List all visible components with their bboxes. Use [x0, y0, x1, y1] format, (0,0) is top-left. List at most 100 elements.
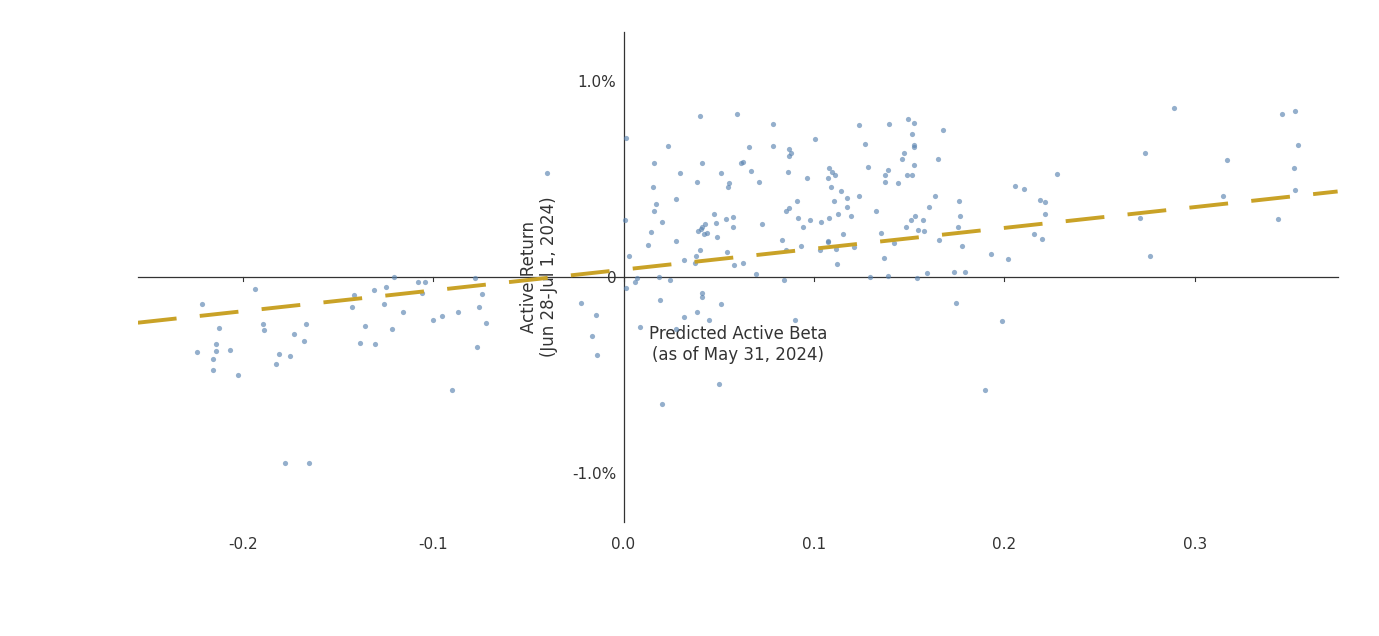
Point — [1134, 148, 1156, 158]
Point — [902, 170, 924, 180]
Point — [874, 170, 896, 180]
Point — [244, 284, 266, 294]
Point — [204, 346, 226, 356]
Point — [292, 335, 314, 345]
Point — [912, 215, 934, 225]
Point — [945, 298, 967, 308]
Point — [804, 134, 826, 144]
Point — [738, 142, 760, 152]
Point — [745, 269, 767, 279]
Point — [375, 282, 397, 292]
Point — [637, 240, 659, 251]
Point — [219, 345, 241, 355]
Point — [781, 148, 803, 158]
Point — [684, 258, 706, 268]
X-axis label: Predicted Active Beta
(as of May 31, 2024): Predicted Active Beta (as of May 31, 202… — [648, 325, 827, 364]
Point — [854, 139, 876, 149]
Point — [877, 165, 899, 175]
Point — [415, 277, 437, 287]
Point — [465, 273, 487, 283]
Point — [717, 182, 739, 192]
Point — [570, 298, 592, 308]
Point — [818, 174, 840, 184]
Point — [792, 222, 814, 232]
Point — [778, 203, 800, 213]
Point — [298, 458, 320, 468]
Point — [949, 211, 971, 221]
Point — [381, 324, 403, 334]
Point — [894, 148, 916, 158]
Point — [723, 260, 745, 270]
Point — [903, 118, 925, 128]
Point — [899, 215, 921, 225]
Point — [761, 141, 783, 151]
Point — [1282, 163, 1305, 173]
Point — [837, 202, 859, 212]
Point — [422, 314, 444, 324]
Point — [208, 322, 230, 333]
Point — [279, 351, 301, 361]
Point — [778, 144, 800, 154]
Text: 0.1: 0.1 — [801, 537, 826, 552]
Point — [818, 213, 840, 223]
Point — [905, 211, 927, 221]
Point — [816, 235, 838, 245]
Point — [690, 224, 712, 234]
Point — [349, 338, 371, 349]
Point — [865, 205, 887, 216]
Point — [691, 221, 713, 232]
Point — [927, 153, 949, 163]
Point — [1012, 184, 1034, 194]
Point — [873, 253, 895, 263]
Point — [818, 237, 840, 247]
Point — [641, 182, 663, 192]
Point — [1267, 214, 1289, 224]
Point — [705, 218, 727, 228]
Point — [840, 211, 862, 221]
Text: 0.3: 0.3 — [1183, 537, 1207, 552]
Point — [721, 212, 743, 222]
Point — [614, 214, 636, 225]
Point — [775, 245, 797, 255]
Point — [707, 379, 729, 389]
Point — [1162, 102, 1185, 113]
Point — [687, 176, 709, 186]
Point — [411, 288, 433, 298]
Point — [1288, 140, 1310, 150]
Point — [615, 132, 637, 142]
Point — [916, 268, 938, 279]
Point — [685, 251, 707, 261]
Point — [710, 299, 732, 309]
Point — [725, 109, 747, 119]
Point — [470, 289, 492, 299]
Point — [997, 254, 1019, 264]
Y-axis label: Active Return
(Jun 28-Jul 1, 2024): Active Return (Jun 28-Jul 1, 2024) — [520, 197, 558, 357]
Point — [928, 235, 950, 245]
Point — [659, 275, 681, 285]
Point — [975, 385, 997, 396]
Point — [826, 244, 848, 254]
Point — [687, 226, 709, 237]
Point — [1271, 109, 1294, 119]
Point — [786, 196, 808, 206]
Point — [585, 310, 607, 320]
Point — [691, 287, 713, 298]
Point — [950, 240, 972, 251]
Point — [656, 141, 678, 151]
Point — [626, 273, 648, 283]
Point — [665, 236, 687, 246]
Point — [383, 272, 405, 282]
Point — [943, 267, 965, 277]
Point — [1030, 233, 1052, 244]
Text: -0.1: -0.1 — [418, 537, 448, 552]
Point — [186, 347, 208, 357]
Point — [343, 290, 365, 300]
Point — [903, 160, 925, 170]
Point — [787, 212, 809, 223]
Point — [648, 272, 670, 282]
Point — [1034, 197, 1056, 207]
Text: -0.2: -0.2 — [228, 537, 258, 552]
Point — [818, 163, 840, 173]
Point — [625, 277, 647, 287]
Point — [1212, 191, 1234, 201]
